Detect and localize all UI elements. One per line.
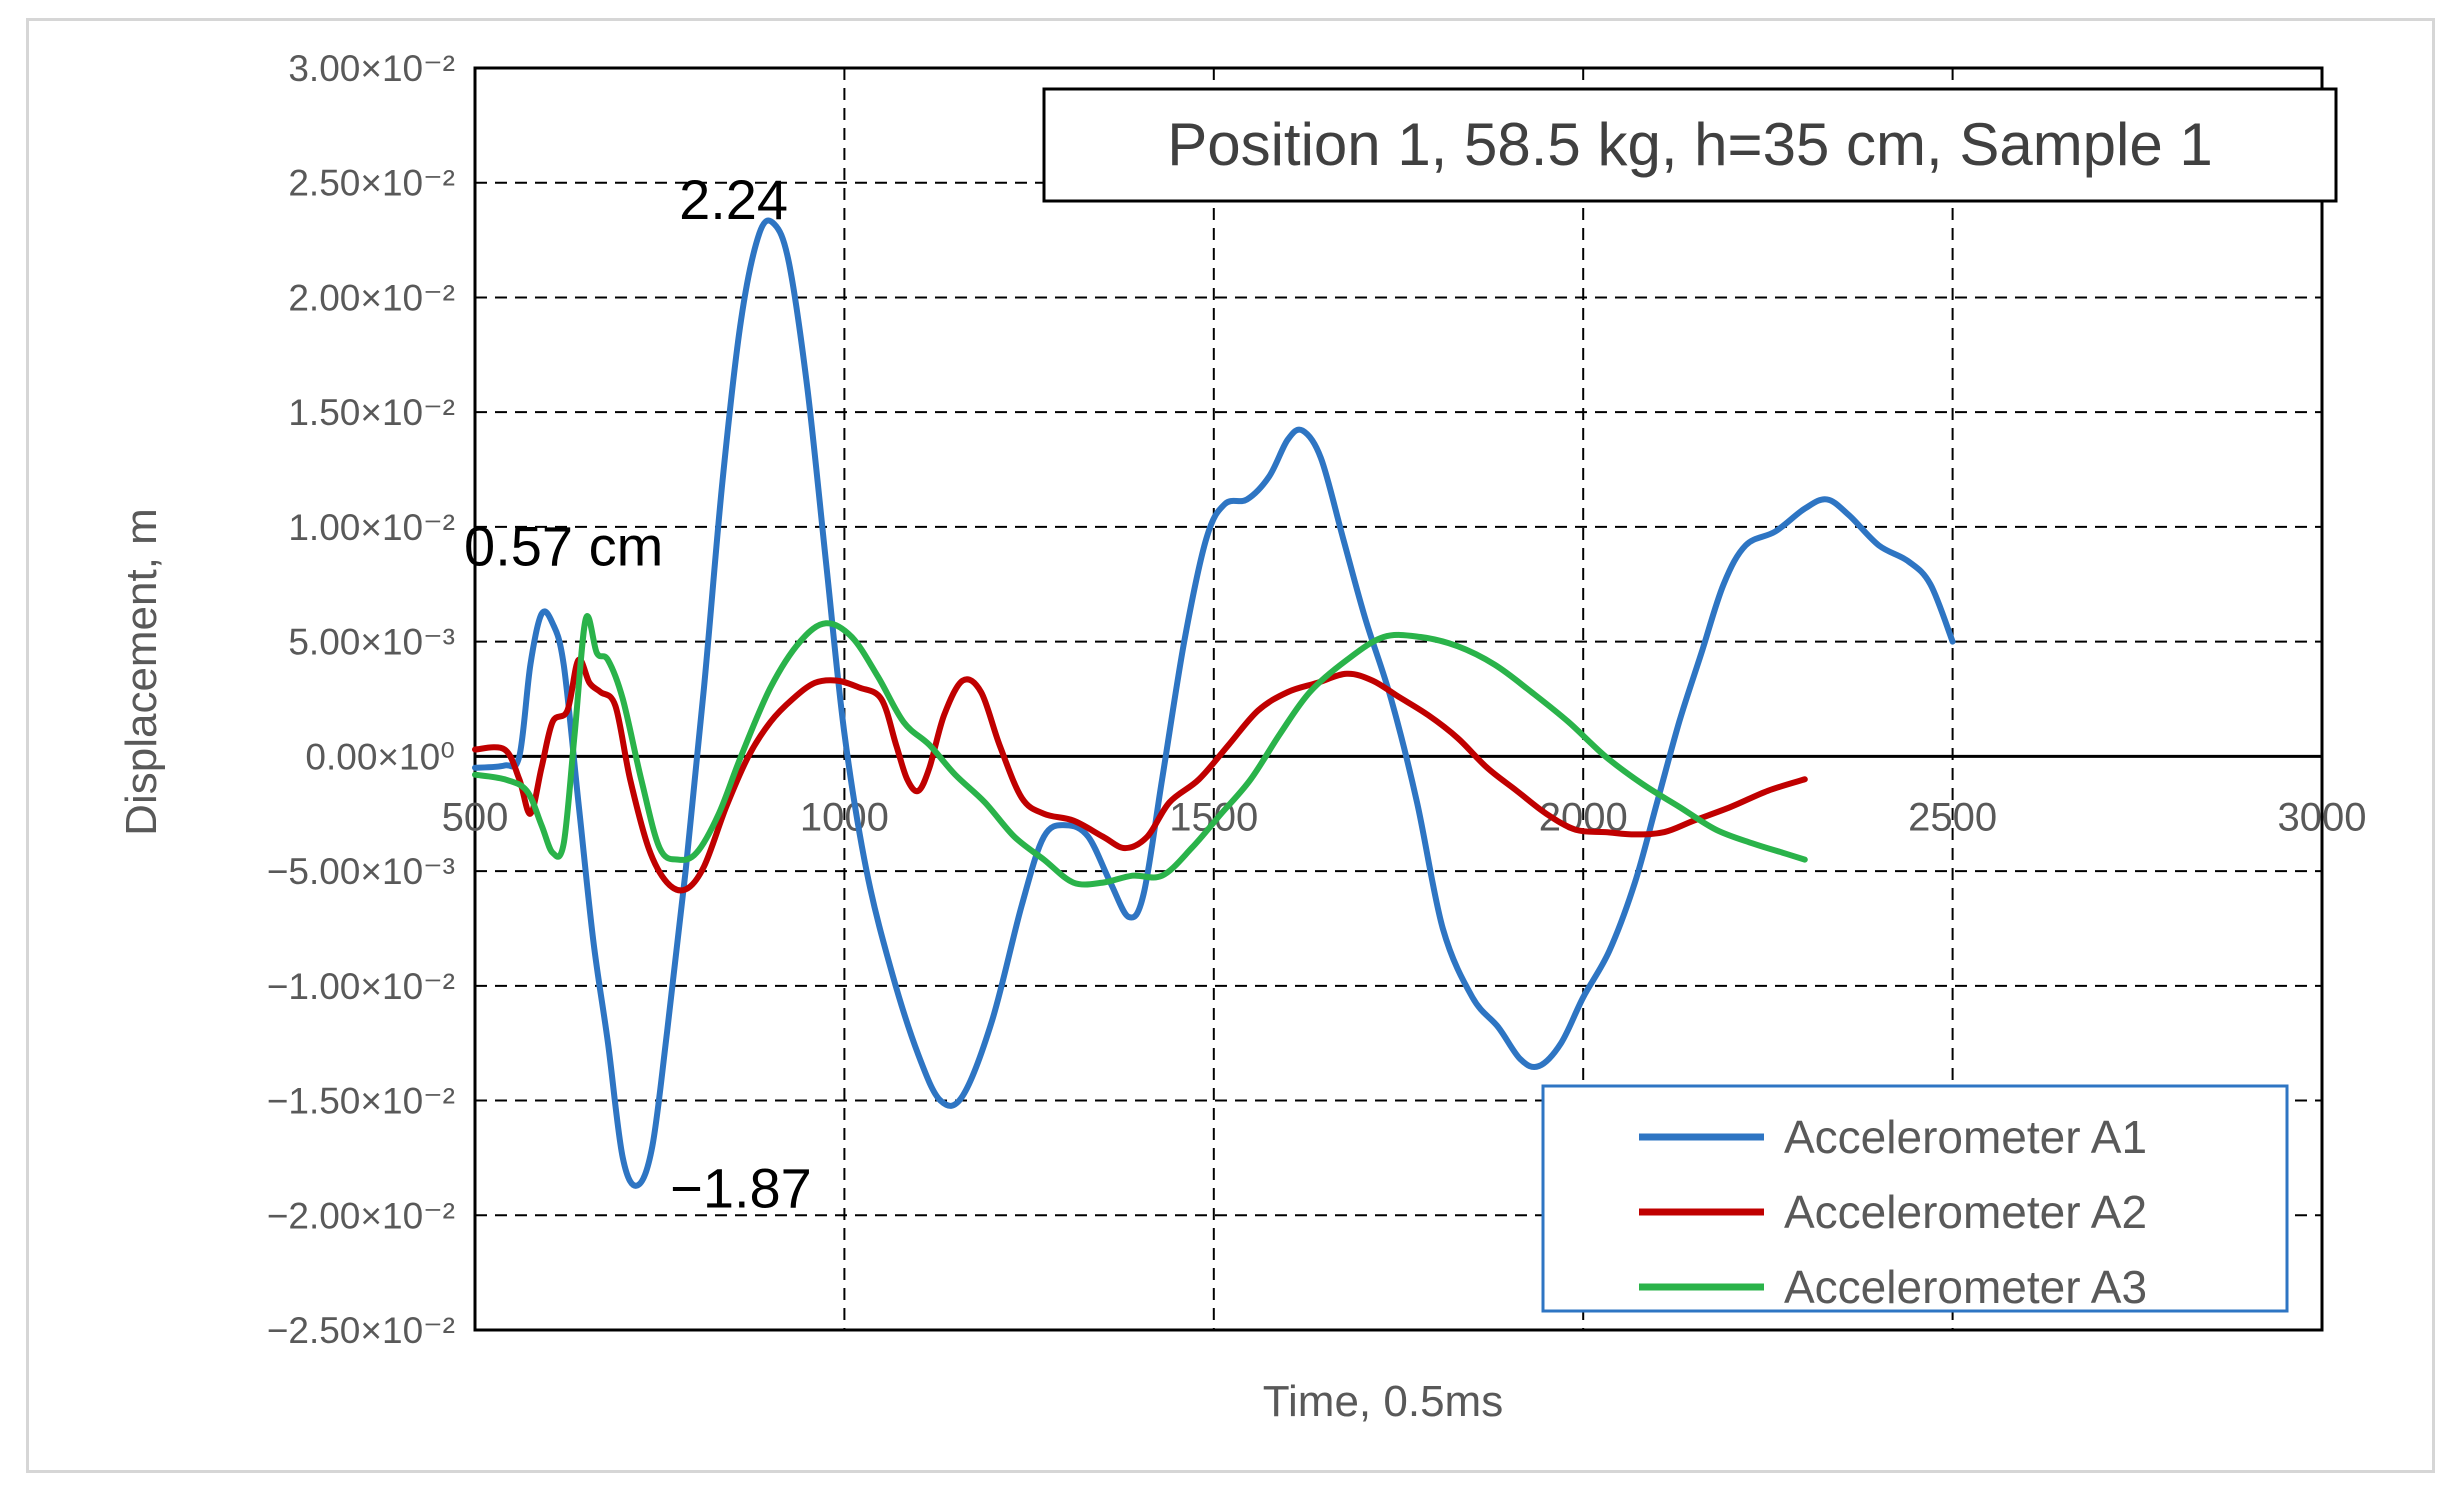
legend: Accelerometer A1 Accelerometer A2 Accelero… <box>1541 1084 2289 1313</box>
y-tick-label: 2.50×10⁻² <box>288 163 455 204</box>
chart-title: Position 1, 58.5 kg, h=35 cm, Sample 1 <box>1167 111 2213 178</box>
x-tick-label: 1000 <box>800 795 889 839</box>
x-tick-label: 1500 <box>1169 795 1258 839</box>
x-tick-label: 2500 <box>1908 795 1997 839</box>
x-tick-label: 3000 <box>2278 795 2367 839</box>
annotation-label: −1.87 <box>670 1157 812 1220</box>
y-tick-label: 5.00×10⁻³ <box>288 622 455 663</box>
y-tick-label: −1.00×10⁻² <box>267 966 455 1007</box>
y-tick-label: 1.00×10⁻² <box>288 507 455 548</box>
y-tick-label: 3.00×10⁻² <box>288 48 455 89</box>
y-tick-label: 1.50×10⁻² <box>288 392 455 433</box>
annotation-label: 0.57 cm <box>464 514 663 577</box>
x-tick-label: 500 <box>442 795 509 839</box>
legend-label-a3: Accelerometer A3 <box>1784 1261 2147 1313</box>
y-axis-title: Displacement, m <box>117 508 166 836</box>
y-tick-label: −5.00×10⁻³ <box>267 851 455 892</box>
y-tick-label: −2.50×10⁻² <box>267 1310 455 1351</box>
legend-items: Accelerometer A1 Accelerometer A2 Accelero… <box>1639 1111 2147 1313</box>
y-tick-label: 0.00×10⁰ <box>305 736 455 777</box>
chart-title-box: Position 1, 58.5 kg, h=35 cm, Sample 1 <box>1042 87 2338 203</box>
chart-title-border <box>1042 87 2338 203</box>
y-tick-label: −1.50×10⁻² <box>267 1081 455 1122</box>
series-line-a1 <box>472 217 1956 1189</box>
y-tick-label: 2.00×10⁻² <box>288 277 455 318</box>
y-tick-label: −2.00×10⁻² <box>267 1195 455 1236</box>
legend-label-a1: Accelerometer A1 <box>1784 1111 2147 1163</box>
series-line-a2 <box>472 656 1808 894</box>
legend-border <box>1541 1084 2289 1313</box>
series-lines <box>472 217 1956 1189</box>
series-line-a3 <box>472 613 1808 888</box>
figure-frame: 3.00×10⁻² 2.50×10⁻² 2.00×10⁻² 1.50×10⁻² 1.00… <box>26 18 2435 1473</box>
gridlines <box>475 68 2322 1330</box>
y-axis-ticks: 3.00×10⁻² 2.50×10⁻² 2.00×10⁻² 1.50×10⁻² 1.00… <box>267 48 455 1351</box>
legend-label-a2: Accelerometer A2 <box>1784 1186 2147 1238</box>
annotation-label: 2.24 <box>679 168 788 231</box>
x-axis-title: Time, 0.5ms <box>1263 1377 1503 1426</box>
displacement-chart: 3.00×10⁻² 2.50×10⁻² 2.00×10⁻² 1.50×10⁻² 1.00… <box>117 48 2367 1426</box>
annotations: 0.57 cm 2.24 −1.87 <box>464 168 812 1220</box>
